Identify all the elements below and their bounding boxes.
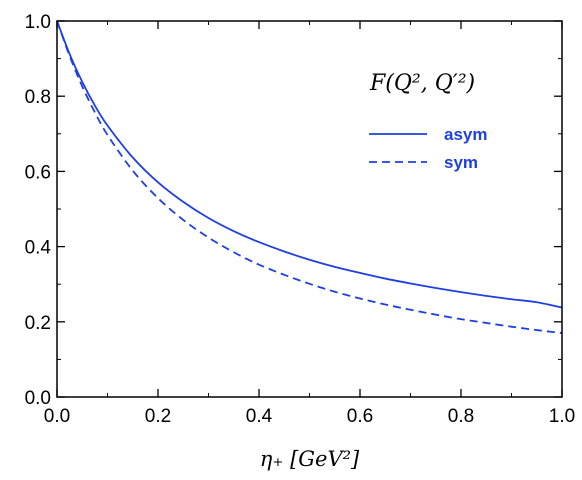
x-tick-label: 0.0: [44, 406, 70, 427]
legend-label-sym: sym: [444, 153, 478, 172]
y-tick-label: 0.4: [25, 238, 52, 259]
x-tick-label: 0.2: [145, 406, 171, 427]
legend-label-asym: asym: [444, 125, 487, 144]
series-line-sym: [56, 20, 563, 334]
x-tick-label: 1.0: [549, 406, 575, 427]
x-tick-label: 0.6: [347, 406, 373, 427]
legend: asym sym: [369, 125, 487, 172]
x-axis-title: η₊ [GeV²]: [260, 447, 360, 471]
plot-frame: [56, 20, 563, 398]
x-tick-label: 0.8: [448, 406, 474, 427]
panel-title: F(Q², Q′²): [369, 71, 475, 96]
y-tick-label: 0.8: [25, 87, 51, 108]
y-tick-label: 1.0: [25, 12, 51, 33]
y-tick-label: 0.0: [25, 388, 51, 409]
series-line-asym: [56, 20, 563, 309]
y-tick-label: 0.2: [25, 313, 51, 334]
ticks-layer: 0.0 0.2 0.4 0.6 0.8 1.0 0.0 0.2 0.4 0.6 0.8 1.0: [25, 12, 576, 427]
x-tick-label: 0.4: [246, 406, 273, 427]
y-tick-label: 0.6: [25, 162, 51, 183]
lines-layer: [56, 20, 563, 334]
